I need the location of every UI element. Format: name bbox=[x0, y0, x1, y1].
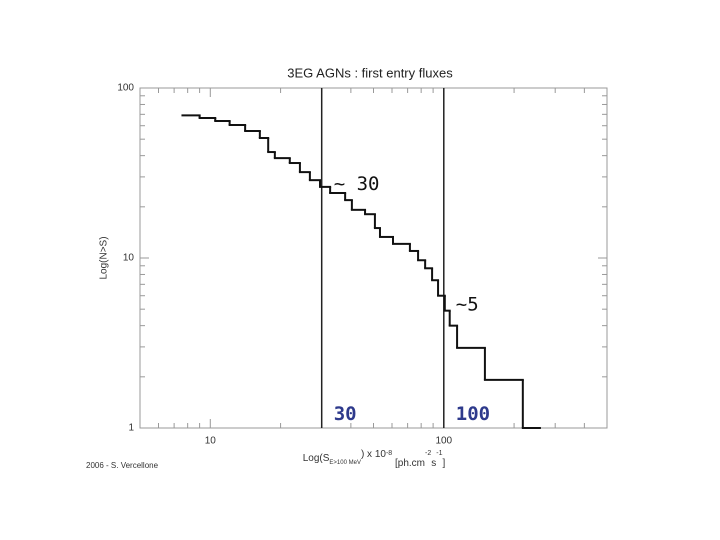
x-axis-label-part: ] bbox=[442, 458, 445, 469]
credit: 2006 - S. Vercellone bbox=[86, 461, 159, 470]
x-axis-label-part: [ph.cm bbox=[392, 458, 425, 469]
x-axis-label-part: ) x 10 bbox=[361, 449, 386, 460]
annotation: 30 bbox=[334, 403, 357, 425]
y-tick-label: 10 bbox=[123, 253, 135, 264]
x-axis-label-part: -2 bbox=[425, 450, 431, 457]
annotation: ~ 30 bbox=[334, 173, 380, 195]
x-tick-label: 100 bbox=[435, 436, 452, 447]
x-axis-label-part: -8 bbox=[386, 450, 392, 457]
x-tick-label: 10 bbox=[205, 436, 217, 447]
plot-frame bbox=[139, 87, 608, 429]
annotation: ~5 bbox=[456, 293, 479, 315]
x-axis-label-part: s bbox=[431, 458, 436, 469]
x-axis-label: Log(SE>100 MeV) x 10-8 [ph.cm-2s-1] bbox=[303, 449, 446, 469]
y-tick-label: 100 bbox=[117, 83, 134, 94]
step-curve bbox=[181, 114, 541, 429]
y-axis-label: Log(N>S) bbox=[99, 236, 110, 279]
x-axis-label-part: E>100 MeV bbox=[329, 460, 361, 466]
x-axis-label-part: Log(S bbox=[303, 453, 330, 464]
chart-title: 3EG AGNs : first entry fluxes bbox=[287, 65, 453, 80]
annotation: 100 bbox=[456, 403, 490, 425]
y-tick-label: 1 bbox=[128, 423, 134, 434]
x-axis-label-part: -1 bbox=[436, 450, 442, 457]
